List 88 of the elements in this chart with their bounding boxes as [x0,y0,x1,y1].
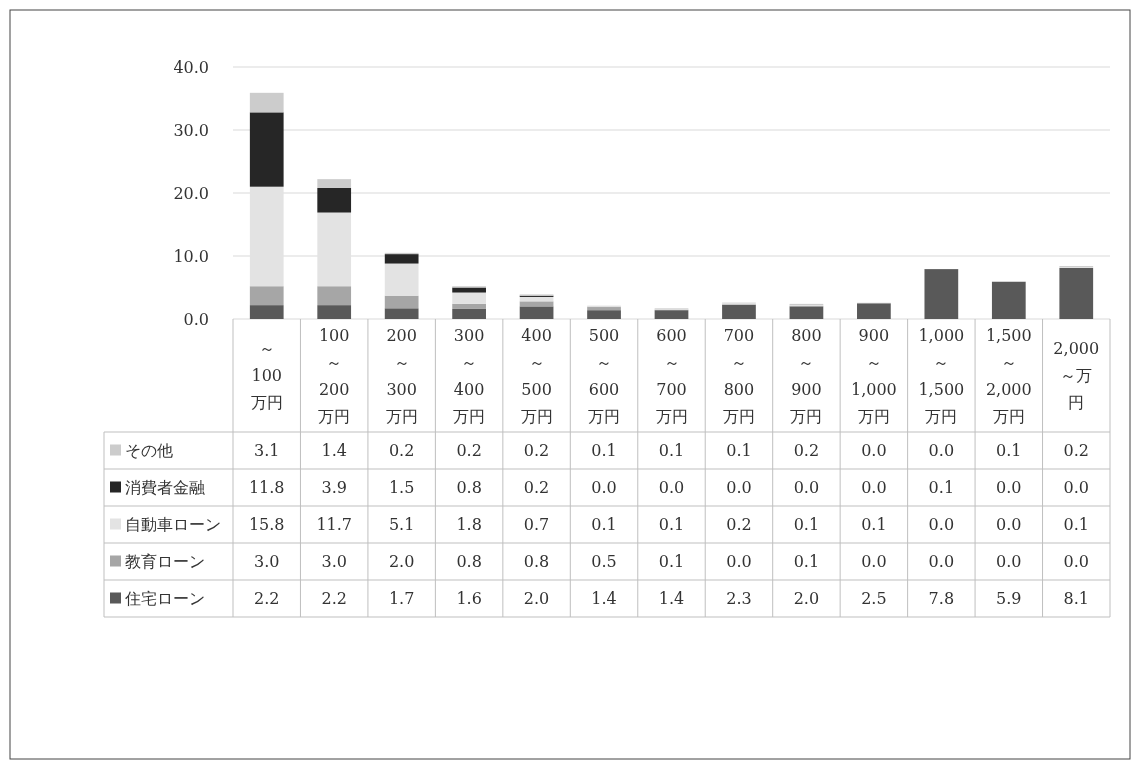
data-label: 0.1 [658,441,685,461]
data-label: 0.7 [523,515,550,535]
data-label: 3.9 [321,478,347,498]
data-label: 0.0 [996,515,1022,535]
data-label: 0.1 [928,478,955,498]
data-label: 0.1 [658,515,685,535]
x-tick-label: 700～800万円 [722,325,755,426]
legend-label: 住宅ローン [124,589,205,609]
y-tick-label: 10.0 [173,246,209,266]
x-tick-label: 400～500万円 [520,325,553,426]
data-label: 2.0 [523,589,550,609]
data-label: 0.5 [591,552,617,572]
data-label: 1.4 [591,589,617,609]
data-label: 2.0 [388,552,415,572]
y-tick-label: 40.0 [173,57,209,77]
data-label: 0.0 [726,478,752,498]
y-tick-label: 0.0 [183,309,209,329]
data-label: 0.2 [726,515,752,535]
data-label: 15.8 [248,515,285,535]
data-label: 0.2 [1063,441,1089,461]
data-label: 0.1 [1063,515,1089,535]
data-label: 5.1 [388,515,415,535]
y-tick-label: 20.0 [173,183,209,203]
data-label: 3.1 [254,441,280,461]
x-tick-label: 100～200万円 [318,325,351,426]
x-tick-label: 2,000～万円 [1053,339,1100,413]
data-label: 0.0 [861,478,887,498]
x-tick-label: 1,000～1,500万円 [918,325,965,426]
data-label: 0.2 [388,441,415,461]
data-label: 7.8 [928,589,955,609]
data-label: 0.8 [456,478,482,498]
data-label: 0.1 [591,441,617,461]
data-label: 0.0 [996,478,1022,498]
data-label: 0.1 [793,515,820,535]
legend-label: 自動車ローン [125,515,221,535]
legend-label: 消費者金融 [125,478,205,498]
x-tick-label: 800～900万円 [790,325,823,426]
x-tick-label: 1,500～2,000万円 [985,325,1032,426]
data-label: 0.0 [928,552,955,572]
data-label: 0.0 [658,478,685,498]
data-label: 0.2 [523,478,550,498]
x-tick-label: 500～600万円 [588,325,621,426]
data-label: 3.0 [321,552,347,572]
data-label: 8.1 [1063,589,1089,609]
data-label: 2.3 [726,589,752,609]
data-label: 0.0 [1063,478,1089,498]
data-label: 5.9 [996,589,1022,609]
data-label: 0.2 [523,441,550,461]
data-label: 0.0 [1063,552,1089,572]
y-tick-label: 30.0 [173,120,209,140]
data-label: 1.5 [388,478,415,498]
data-label: 0.0 [928,441,955,461]
data-label: 1.4 [658,589,685,609]
data-label: 2.0 [793,589,820,609]
data-label: 0.8 [523,552,550,572]
data-label: 2.2 [254,589,280,609]
data-label: 0.0 [793,478,820,498]
legend-label: その他 [125,441,173,461]
data-label: 0.0 [996,552,1022,572]
data-label: 0.2 [456,441,482,461]
x-tick-label: 900～1,000万円 [850,325,897,426]
data-label: 0.1 [726,441,752,461]
data-label: 0.8 [456,552,482,572]
data-label: 2.2 [321,589,347,609]
data-label: 2.5 [861,589,887,609]
data-label: 0.1 [996,441,1022,461]
data-label: 0.0 [861,441,887,461]
data-label: 0.1 [658,552,685,572]
data-label: 0.2 [793,441,820,461]
x-tick-label: ～100万円 [250,339,283,413]
data-label: 1.6 [456,589,482,609]
data-label: 0.1 [793,552,820,572]
x-tick-label: 300～400万円 [453,325,486,426]
data-label: 3.0 [254,552,280,572]
data-label: 11.8 [248,478,285,498]
data-label: 0.0 [591,478,617,498]
data-label: 0.1 [591,515,617,535]
data-label: 0.0 [928,515,955,535]
legend-label: 教育ローン [125,552,205,572]
data-label: 1.7 [388,589,415,609]
x-tick-label: 600～700万円 [655,325,688,426]
data-label: 0.0 [726,552,752,572]
data-label: 0.0 [861,552,887,572]
data-label: 0.1 [861,515,887,535]
x-tick-label: 200～300万円 [385,325,418,426]
data-label: 1.4 [321,441,347,461]
data-label: 11.7 [316,515,352,535]
data-label: 1.8 [456,515,482,535]
